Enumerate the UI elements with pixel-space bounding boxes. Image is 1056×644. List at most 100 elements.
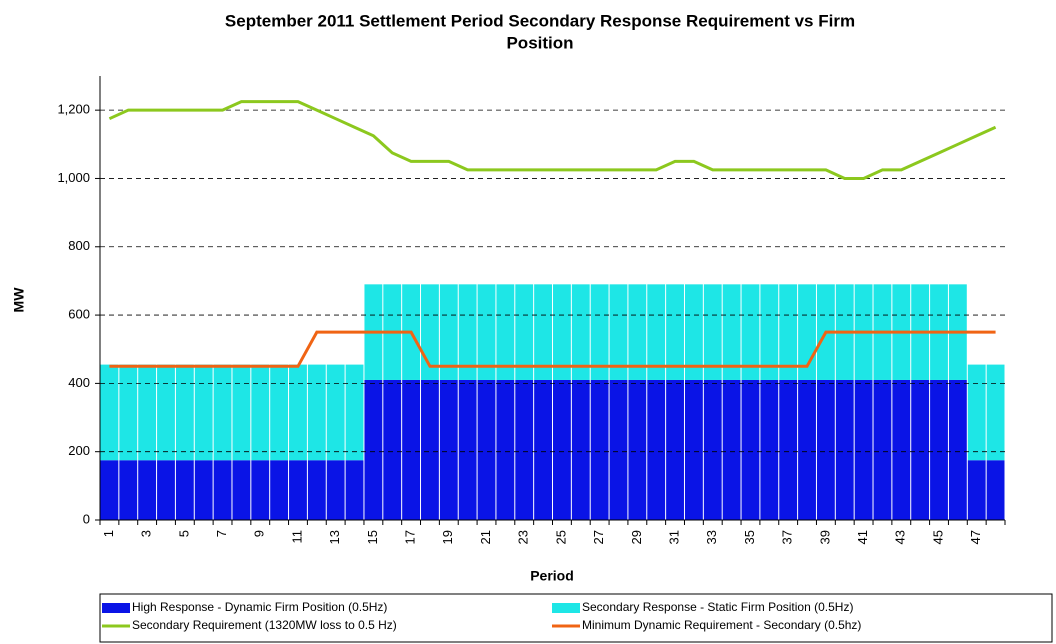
bar — [835, 379, 854, 520]
legend-label: Minimum Dynamic Requirement - Secondary … — [582, 618, 861, 632]
y-tick-label: 1,000 — [57, 170, 90, 185]
x-tick-label: 39 — [817, 530, 832, 544]
bar — [967, 364, 986, 461]
bar — [100, 364, 119, 461]
x-tick-label: 33 — [704, 530, 719, 544]
y-tick-label: 600 — [68, 307, 90, 322]
bar — [157, 460, 175, 520]
legend-swatch — [552, 603, 580, 613]
legend-box — [99, 593, 1053, 643]
bar — [590, 379, 609, 520]
bar — [289, 364, 307, 461]
bar — [138, 460, 157, 520]
x-tick-label: 27 — [591, 530, 606, 544]
bar — [986, 460, 1005, 520]
x-tick-label: 35 — [742, 530, 757, 544]
bar — [138, 364, 157, 461]
x-tick-label: 11 — [289, 530, 304, 544]
bar — [647, 379, 666, 520]
chart-title: Position — [506, 33, 573, 52]
bar — [175, 364, 194, 461]
bar — [439, 284, 458, 380]
x-tick-label: 5 — [176, 530, 191, 537]
bar — [609, 284, 628, 380]
bar — [515, 284, 534, 380]
x-tick-label: 31 — [666, 530, 681, 544]
bar — [175, 460, 194, 520]
bar — [760, 379, 779, 520]
y-tick-label: 400 — [68, 375, 90, 390]
x-tick-label: 3 — [139, 530, 154, 537]
bar — [779, 379, 798, 520]
y-tick-label: 800 — [68, 238, 90, 253]
bar — [798, 379, 816, 520]
bar — [157, 364, 175, 461]
bar — [232, 364, 251, 461]
bar — [703, 379, 722, 520]
bar — [628, 284, 647, 380]
bar — [496, 379, 515, 520]
bar — [571, 379, 590, 520]
bar — [609, 379, 628, 520]
bar — [590, 284, 609, 380]
bar — [854, 379, 873, 520]
legend-label: Secondary Requirement (1320MW loss to 0.… — [132, 618, 397, 632]
bar — [326, 460, 345, 520]
legend-label: Secondary Response - Static Firm Positio… — [582, 600, 853, 614]
bar — [948, 379, 967, 520]
bar — [458, 284, 477, 380]
bar — [647, 284, 666, 380]
bar — [534, 379, 552, 520]
x-tick-label: 1 — [101, 530, 116, 537]
bar — [458, 379, 477, 520]
x-tick-label: 7 — [214, 530, 229, 537]
bar — [684, 284, 703, 380]
bar — [119, 460, 138, 520]
bar — [345, 364, 364, 461]
bar — [307, 364, 326, 461]
x-tick-label: 19 — [440, 530, 455, 544]
bar — [270, 364, 289, 461]
bar — [119, 364, 138, 461]
bar — [703, 284, 722, 380]
x-tick-label: 45 — [930, 530, 945, 544]
bar — [722, 284, 741, 380]
bar — [194, 364, 213, 461]
bar — [684, 379, 703, 520]
line — [109, 330, 996, 368]
y-tick-label: 200 — [68, 443, 90, 458]
bar — [402, 379, 421, 520]
x-tick-label: 15 — [365, 530, 380, 544]
x-tick-label: 47 — [968, 530, 983, 544]
bar — [345, 460, 364, 520]
bar — [911, 379, 930, 520]
bar — [364, 379, 383, 520]
bar — [251, 364, 270, 461]
bar — [986, 364, 1005, 461]
bar — [873, 379, 892, 520]
x-tick-label: 21 — [478, 530, 493, 544]
bar — [213, 460, 232, 520]
bar — [741, 379, 760, 520]
bar — [571, 284, 590, 380]
legend-swatch — [102, 603, 130, 613]
bar — [553, 379, 571, 520]
bar — [779, 284, 798, 380]
bar — [930, 379, 948, 520]
bar — [100, 460, 119, 520]
x-axis-title: Period — [530, 568, 574, 584]
bar — [383, 379, 402, 520]
bar — [477, 379, 496, 520]
y-tick-label: 1,200 — [57, 102, 90, 117]
bar — [722, 379, 741, 520]
x-tick-label: 23 — [516, 530, 531, 544]
bar — [496, 284, 515, 380]
x-tick-label: 25 — [553, 530, 568, 544]
bar — [666, 379, 684, 520]
x-tick-label: 13 — [327, 530, 342, 544]
x-tick-label: 37 — [780, 530, 795, 544]
bar — [515, 379, 534, 520]
bar — [270, 460, 289, 520]
x-tick-label: 43 — [893, 530, 908, 544]
